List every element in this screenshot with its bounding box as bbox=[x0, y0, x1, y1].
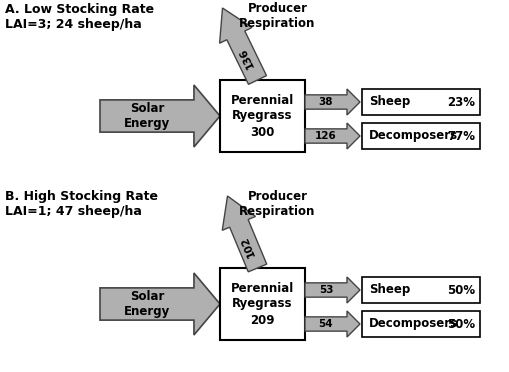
Text: Sheep: Sheep bbox=[369, 283, 409, 296]
Text: Solar
Energy: Solar Energy bbox=[124, 102, 170, 130]
Bar bbox=[361, 123, 479, 149]
Text: LAI=1; 47 sheep/ha: LAI=1; 47 sheep/ha bbox=[5, 205, 142, 218]
Polygon shape bbox=[100, 85, 219, 147]
Bar bbox=[361, 277, 479, 303]
Polygon shape bbox=[304, 277, 359, 303]
Bar bbox=[219, 80, 304, 152]
Text: LAI=3; 24 sheep/ha: LAI=3; 24 sheep/ha bbox=[5, 18, 142, 31]
Text: Producer
Respiration: Producer Respiration bbox=[239, 2, 315, 30]
Text: Perennial
Ryegrass
300: Perennial Ryegrass 300 bbox=[231, 93, 294, 138]
Text: Decomposers: Decomposers bbox=[369, 129, 457, 142]
Text: 38: 38 bbox=[318, 97, 332, 107]
Polygon shape bbox=[304, 123, 359, 149]
Text: Perennial
Ryegrass
209: Perennial Ryegrass 209 bbox=[231, 282, 294, 327]
Text: 53: 53 bbox=[318, 285, 332, 295]
Polygon shape bbox=[222, 196, 266, 272]
Polygon shape bbox=[304, 89, 359, 115]
Text: Producer
Respiration: Producer Respiration bbox=[239, 190, 315, 218]
Text: 126: 126 bbox=[315, 131, 336, 141]
Bar bbox=[361, 311, 479, 337]
Text: 102: 102 bbox=[239, 234, 257, 258]
Text: B. High Stocking Rate: B. High Stocking Rate bbox=[5, 190, 158, 203]
Polygon shape bbox=[219, 8, 266, 84]
Text: 23%: 23% bbox=[446, 96, 474, 109]
Text: A. Low Stocking Rate: A. Low Stocking Rate bbox=[5, 3, 154, 16]
Text: 50%: 50% bbox=[446, 283, 474, 296]
Polygon shape bbox=[100, 273, 219, 335]
Text: 54: 54 bbox=[318, 319, 333, 329]
Text: Decomposers: Decomposers bbox=[369, 317, 457, 330]
Text: 136: 136 bbox=[237, 46, 256, 70]
Text: 77%: 77% bbox=[446, 129, 474, 142]
Bar bbox=[219, 268, 304, 340]
Bar bbox=[361, 89, 479, 115]
Text: Solar
Energy: Solar Energy bbox=[124, 290, 170, 318]
Text: 50%: 50% bbox=[446, 317, 474, 330]
Text: Sheep: Sheep bbox=[369, 96, 409, 109]
Polygon shape bbox=[304, 311, 359, 337]
